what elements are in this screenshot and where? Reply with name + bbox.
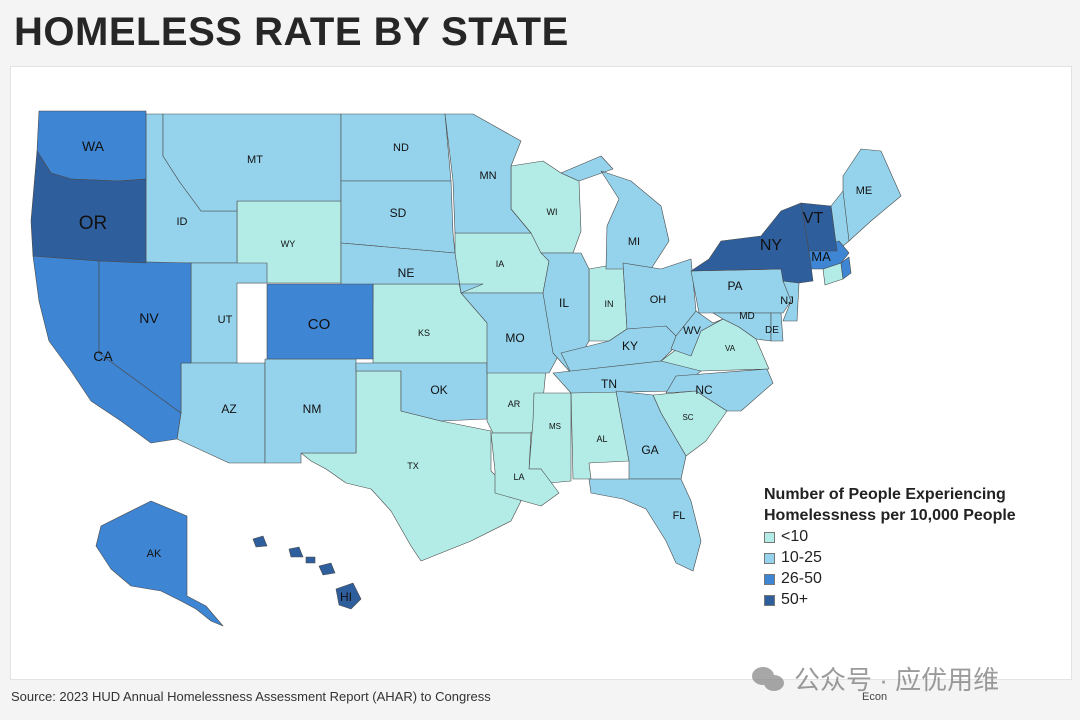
wechat-icon [752,665,786,693]
label-mi: MI [628,236,640,248]
label-al: AL [596,434,607,444]
label-oh: OH [650,294,667,306]
state-hi-1 [335,582,362,610]
state-ak [95,500,224,627]
label-la: LA [513,472,524,482]
label-fl: FL [673,510,686,522]
label-il: IL [559,296,569,310]
label-wy: WY [281,239,296,249]
label-sc: SC [682,413,693,422]
label-de: DE [765,325,779,336]
state-mn [444,113,532,234]
legend-swatch [764,594,775,606]
state-nv [98,260,192,414]
label-ny: NY [760,237,783,254]
state-hi-3 [288,546,304,558]
legend-label: 26-50 [781,570,822,587]
legend-label: 50+ [781,591,809,608]
label-mn: MN [479,170,496,182]
label-ut: UT [218,314,233,326]
label-ar: AR [508,399,521,409]
label-tn: TN [601,377,617,391]
label-tx: TX [407,461,419,471]
label-vt: VT [803,210,824,227]
legend-title-line2: Homelessness per 10,000 People [764,507,1016,524]
state-hi-2 [318,562,336,576]
legend-item: 50+ [764,590,1064,610]
legend: Number of People Experiencing Homelessne… [764,484,1064,610]
legend-label: <10 [781,528,809,545]
label-ga: GA [641,443,658,457]
label-mt: MT [247,154,263,166]
label-co: CO [308,316,331,333]
label-ca: CA [93,348,113,364]
label-ms: MS [549,422,561,431]
label-nv: NV [139,310,159,326]
legend-item: <10 [764,527,1064,547]
label-me: ME [856,185,873,197]
label-wv: WV [683,325,701,337]
state-ga [615,390,687,480]
label-mo: MO [505,331,524,345]
label-or: OR [79,213,108,234]
label-in: IN [605,299,614,309]
state-ny [690,202,814,284]
label-ma: MA [811,249,831,264]
label-nd: ND [393,142,409,154]
label-ne: NE [398,266,415,280]
label-md: MD [739,311,755,322]
label-nj: NJ [780,295,793,307]
legend-swatch [764,531,775,543]
map-panel: WA OR CA NV ID MT WY UT AZ CO NM ND SD N… [10,66,1072,680]
state-nc [665,368,774,412]
label-az: AZ [221,402,236,416]
label-sd: SD [390,206,407,220]
state-ut [190,262,268,364]
source-note: Source: 2023 HUD Annual Homelessness Ass… [11,689,491,704]
state-de [770,312,784,342]
legend-swatch [764,573,775,585]
legend-item: 26-50 [764,569,1064,589]
state-la [490,432,560,507]
legend-item: 10-25 [764,548,1064,568]
label-nm: NM [303,402,322,416]
state-or [30,150,147,264]
credit-text: Econ [862,691,888,703]
state-fl [588,478,702,572]
label-id: ID [177,216,188,228]
page-title: HOMELESS RATE BY STATE [14,10,569,54]
legend-swatch [764,552,775,564]
state-co [266,283,374,360]
label-ak: AK [147,548,162,560]
label-nc: NC [695,383,713,397]
legend-title-line1: Number of People Experiencing [764,486,1006,503]
label-ks: KS [418,328,430,338]
label-wa: WA [82,138,105,154]
us-map: WA OR CA NV ID MT WY UT AZ CO NM ND SD N… [30,110,902,627]
state-hi-5 [305,556,316,564]
label-pa: PA [727,279,742,293]
watermark-text: 公众号 · 应优用维 [794,665,1000,695]
label-hi: HI [340,590,352,604]
label-ky: KY [622,339,638,353]
watermark: 公众号 · 应优用维 [752,660,999,697]
legend-label: 10-25 [781,549,822,566]
state-sd [340,180,456,254]
state-vt [800,202,838,252]
label-wi: WI [547,207,558,217]
state-ri [840,256,852,280]
label-va: VA [725,344,736,353]
label-ia: IA [496,259,505,269]
label-ok: OK [430,383,447,397]
state-hi-4 [252,535,268,548]
